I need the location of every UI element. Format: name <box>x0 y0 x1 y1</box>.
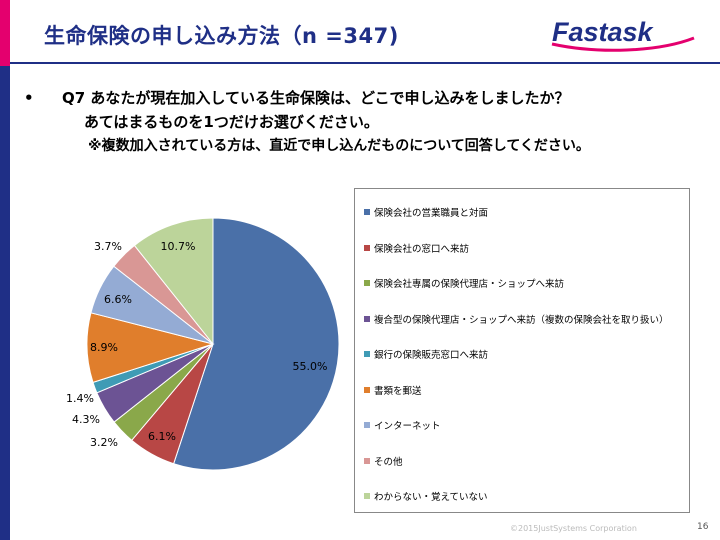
slice-data-label: 6.1% <box>148 430 176 443</box>
legend-item: 保険会社専属の保険代理店・ショップへ来訪 <box>364 276 564 290</box>
question-line-1: • Q7 あなたが現在加入している生命保険は、どこで申し込みをしましたか？ <box>24 86 590 110</box>
legend-swatch <box>364 209 370 215</box>
slice-data-label: 3.2% <box>90 436 118 449</box>
slice-data-label: 4.3% <box>72 413 100 426</box>
legend-item: わからない・覚えていない <box>364 489 488 503</box>
legend-label: 保険会社専属の保険代理店・ショップへ来訪 <box>374 279 565 290</box>
slice-data-label: 8.9% <box>90 341 118 354</box>
legend-swatch <box>364 457 370 464</box>
legend-label: インターネット <box>374 421 441 432</box>
page-number: 16 <box>697 522 709 532</box>
pie-slice <box>133 217 214 346</box>
legend-label: わからない・覚えていない <box>374 492 488 503</box>
legend-swatch <box>364 280 370 286</box>
legend-swatch <box>364 244 370 251</box>
legend-swatch <box>364 351 370 357</box>
chart-legend: 保険会社の営業職員と対面 保険会社の窓口へ来訪保険会社専属の保険代理店・ショップへ… <box>354 188 690 513</box>
legend-item: インターネット <box>364 418 441 432</box>
copyright-text: ©2015JustSystems Corporation <box>510 524 637 533</box>
question-text: Q7 あなたが現在加入している生命保険は、どこで申し込みをしましたか？ <box>62 89 570 107</box>
left-accent-bar <box>0 0 10 66</box>
legend-item: 銀行の保険販売窓口へ来訪 <box>364 347 488 361</box>
slice-data-label: 10.7% <box>161 240 196 253</box>
legend-item: 保険会社の窓口へ来訪 <box>364 241 469 255</box>
slice-data-label: 55.0% <box>293 360 328 373</box>
legend-item: 書類を郵送 <box>364 383 422 397</box>
legend-item: その他 <box>364 454 403 468</box>
legend-label: 保険会社の窓口へ来訪 <box>374 243 470 255</box>
legend-label: 複合型の保険代理店・ショップへ来訪（複数の保険会社を取り扱い） <box>374 314 669 326</box>
question-block: • Q7 あなたが現在加入している生命保険は、どこで申し込みをしましたか？ あては… <box>24 86 590 158</box>
slice-data-label: 1.4% <box>66 392 94 405</box>
legend-label: その他 <box>374 456 403 468</box>
legend-item: 複合型の保険代理店・ショップへ来訪（複数の保険会社を取り扱い） <box>364 312 669 326</box>
legend-swatch <box>364 422 370 428</box>
legend-label: 銀行の保険販売窓口へ来訪 <box>374 350 489 361</box>
legend-label: 保険会社の営業職員と対面 <box>374 208 489 219</box>
slice-data-label: 3.7% <box>94 240 122 253</box>
legend-swatch <box>364 493 370 499</box>
left-brand-bar <box>0 0 10 540</box>
legend-swatch <box>364 315 370 322</box>
question-line-2: あてはまるものを1つだけお選びください。 <box>84 113 379 131</box>
header-divider <box>10 62 720 64</box>
page-title: 生命保険の申し込み方法（n =347) <box>44 24 399 48</box>
fastask-logo: Fastask <box>551 17 695 52</box>
slice-data-label: 6.6% <box>104 293 132 306</box>
legend-label: 書類を郵送 <box>374 385 422 397</box>
pie-slice <box>173 217 340 471</box>
legend-swatch <box>364 386 370 393</box>
legend-item: 保険会社の営業職員と対面 <box>364 205 488 219</box>
question-note: ※複数加入されている方は、直近で申し込んだものについて回答してください。 <box>88 138 590 154</box>
logo-text: Fastask <box>552 17 655 47</box>
bullet: • <box>24 89 34 107</box>
